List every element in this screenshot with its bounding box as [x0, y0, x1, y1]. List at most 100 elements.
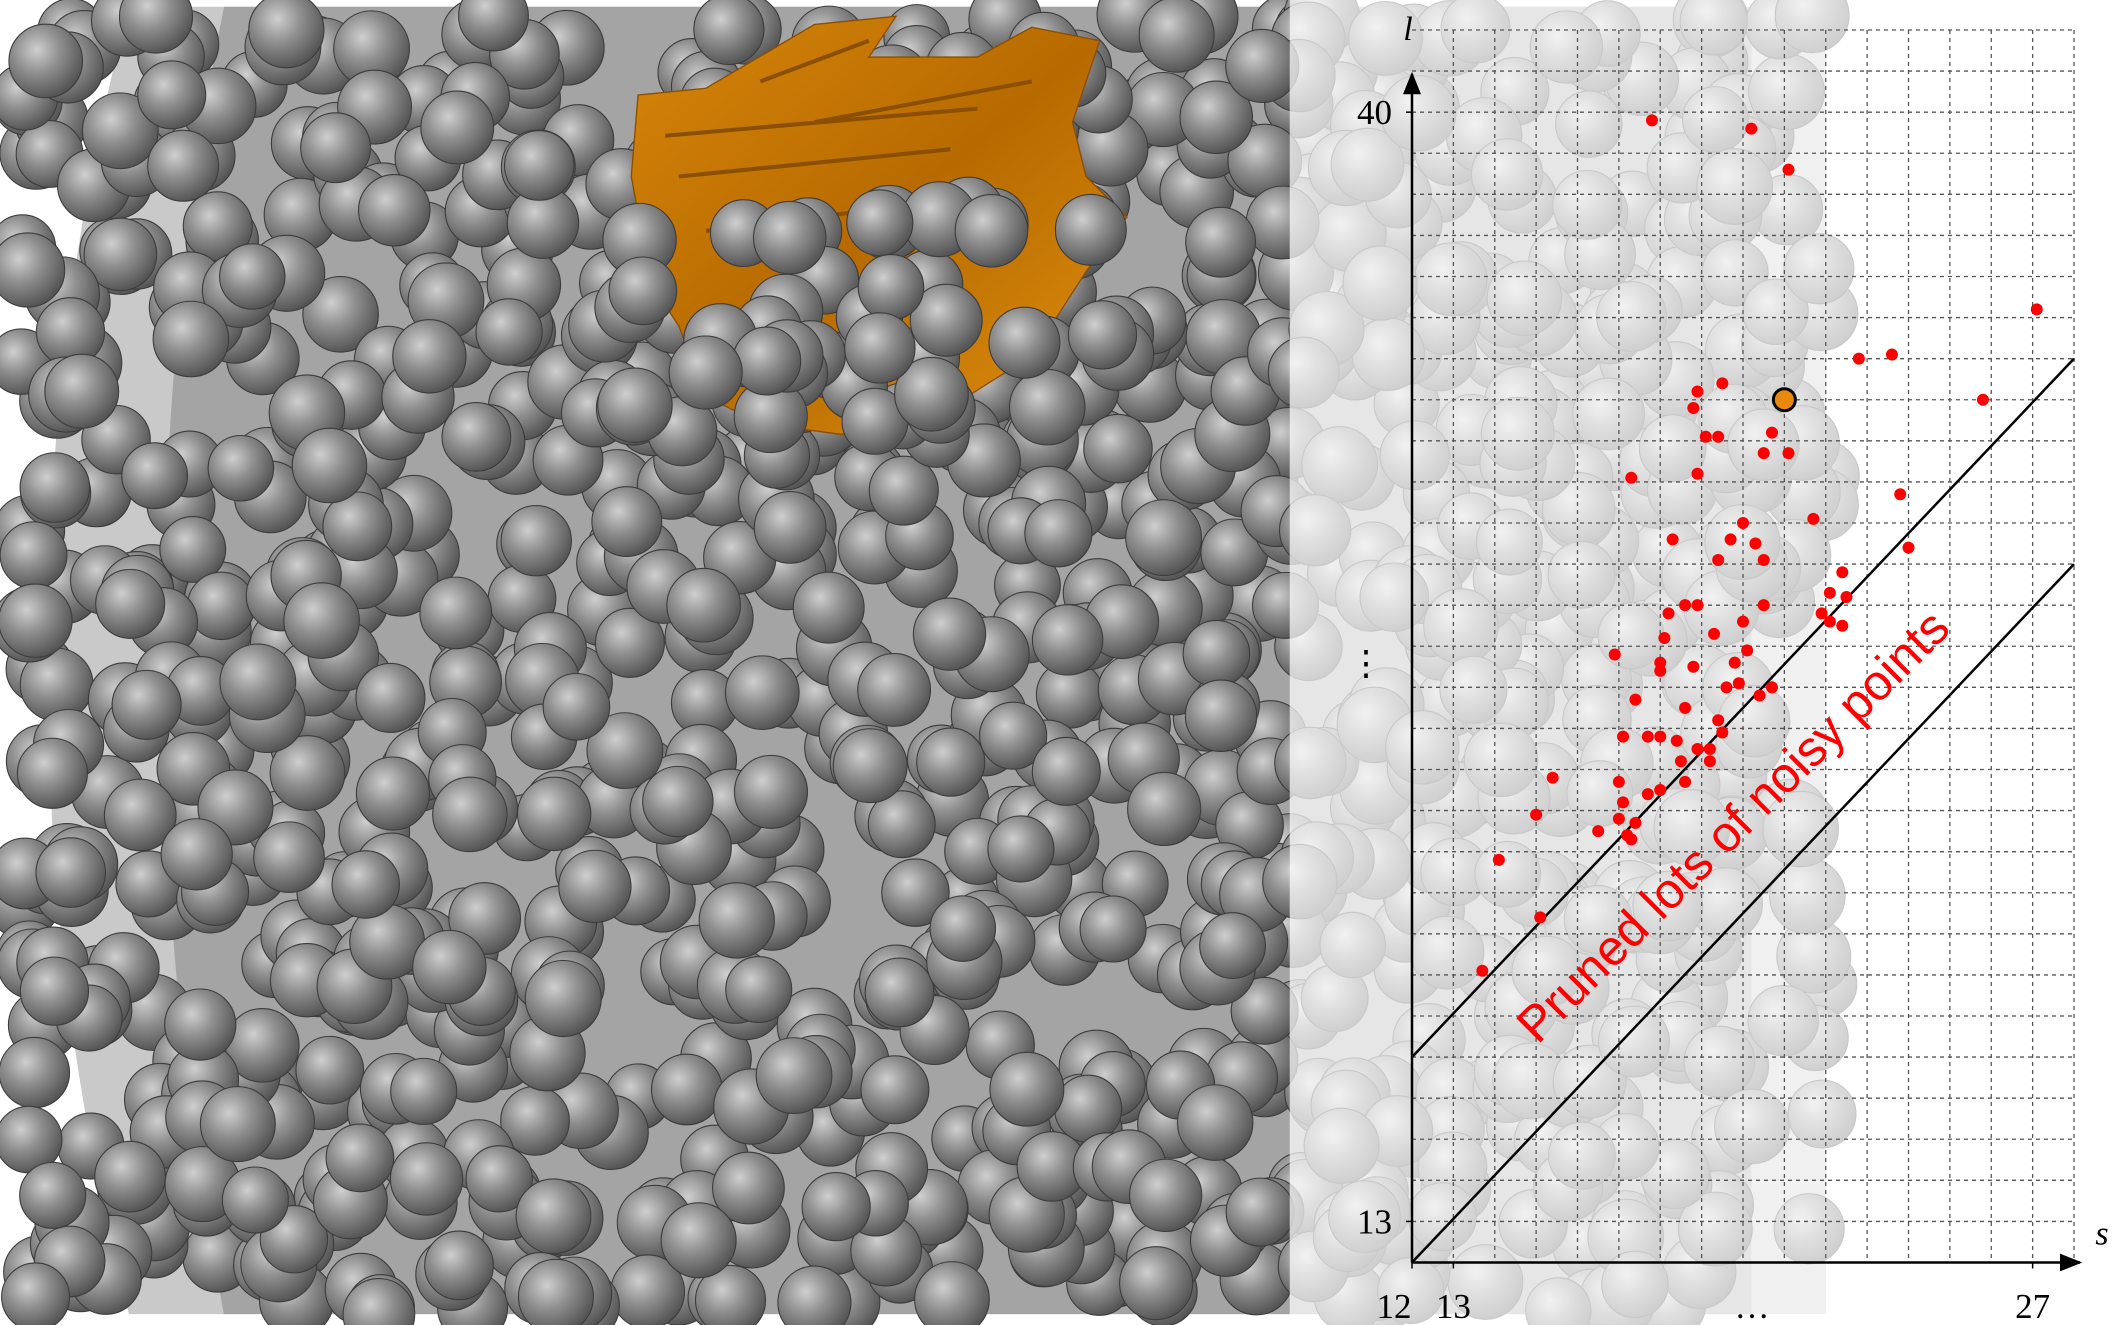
- point: [1758, 447, 1770, 459]
- sphere: [667, 568, 741, 642]
- point: [1617, 796, 1629, 808]
- point: [1712, 431, 1724, 443]
- sphere: [699, 883, 774, 958]
- point: [1700, 431, 1712, 443]
- sphere: [200, 1087, 275, 1162]
- sphere: [95, 1141, 166, 1212]
- sphere: [1055, 1075, 1122, 1142]
- x-tick-label: 12: [1377, 1287, 1412, 1325]
- sphere: [326, 1124, 394, 1192]
- point: [1783, 447, 1795, 459]
- point: [1671, 735, 1683, 747]
- point: [1675, 755, 1687, 767]
- point: [1679, 702, 1691, 714]
- sphere: [733, 327, 801, 395]
- y-tick-label: 13: [1357, 1202, 1392, 1241]
- sphere: [1025, 500, 1092, 567]
- sphere: [0, 584, 72, 657]
- point: [1725, 533, 1737, 545]
- sphere: [165, 989, 236, 1060]
- sphere: [598, 368, 672, 442]
- sphere: [45, 354, 119, 428]
- figure: sl1213271340…⋮Pruned lots of noisy point…: [0, 0, 2126, 1325]
- point: [1617, 731, 1629, 743]
- point: [1737, 616, 1749, 628]
- sphere: [833, 729, 907, 803]
- sphere: [845, 313, 915, 383]
- point: [1766, 681, 1778, 693]
- point: [1840, 591, 1852, 603]
- point: [1704, 755, 1716, 767]
- sphere: [356, 663, 425, 732]
- sphere: [652, 1054, 723, 1125]
- point: [1716, 727, 1728, 739]
- sphere: [36, 838, 106, 908]
- sphere: [420, 577, 492, 649]
- sphere: [161, 819, 232, 890]
- point: [1716, 377, 1728, 389]
- point: [1758, 554, 1770, 566]
- sphere: [1032, 605, 1102, 675]
- point: [1741, 644, 1753, 656]
- sphere: [1226, 1178, 1294, 1246]
- sphere: [1139, 0, 1214, 72]
- sphere: [220, 244, 285, 309]
- sphere: [1200, 913, 1266, 979]
- rendering: [0, 0, 2126, 1325]
- point: [1886, 349, 1898, 361]
- point: [1704, 743, 1716, 755]
- point: [1691, 386, 1703, 398]
- sphere: [390, 1143, 462, 1215]
- sphere: [955, 195, 1027, 267]
- sphere: [220, 644, 296, 720]
- point: [1625, 472, 1637, 484]
- sphere: [726, 957, 792, 1023]
- sphere: [249, 0, 324, 68]
- point: [1654, 784, 1666, 796]
- sphere: [988, 816, 1054, 882]
- sphere: [359, 175, 430, 246]
- point: [1476, 965, 1488, 977]
- y-tick-label: 40: [1357, 93, 1392, 132]
- point: [1679, 599, 1691, 611]
- sphere: [138, 61, 206, 129]
- sphere: [802, 1173, 870, 1241]
- sphere: [1120, 1247, 1193, 1320]
- sphere: [20, 957, 88, 1025]
- sphere: [284, 583, 359, 658]
- point: [1642, 788, 1654, 800]
- sphere: [930, 896, 995, 961]
- sphere: [425, 1231, 494, 1300]
- sphere: [726, 656, 800, 730]
- sphere: [1186, 207, 1256, 277]
- sphere: [0, 1037, 70, 1107]
- sphere: [694, 0, 764, 64]
- sphere: [858, 654, 931, 727]
- y-axis-label: l: [1403, 11, 1412, 48]
- sphere: [516, 1179, 591, 1254]
- point: [1836, 566, 1848, 578]
- point: [1824, 587, 1836, 599]
- point: [1687, 661, 1699, 673]
- point: [1609, 648, 1621, 660]
- sphere: [865, 958, 934, 1027]
- point: [1642, 731, 1654, 743]
- sphere: [96, 569, 165, 638]
- sphere: [990, 1052, 1064, 1126]
- point: [1712, 554, 1724, 566]
- sphere: [208, 436, 273, 501]
- sphere: [1055, 194, 1126, 265]
- sphere: [148, 130, 219, 201]
- point: [1646, 114, 1658, 126]
- point: [1853, 353, 1865, 365]
- x-tick-label: 27: [2015, 1287, 2050, 1325]
- point: [1691, 743, 1703, 755]
- sphere: [393, 320, 466, 393]
- sphere: [1128, 772, 1201, 845]
- sphere: [913, 598, 985, 670]
- point: [1534, 911, 1546, 923]
- sphere: [858, 255, 923, 320]
- point: [1613, 813, 1625, 825]
- sphere: [1183, 620, 1250, 687]
- sphere: [793, 572, 864, 643]
